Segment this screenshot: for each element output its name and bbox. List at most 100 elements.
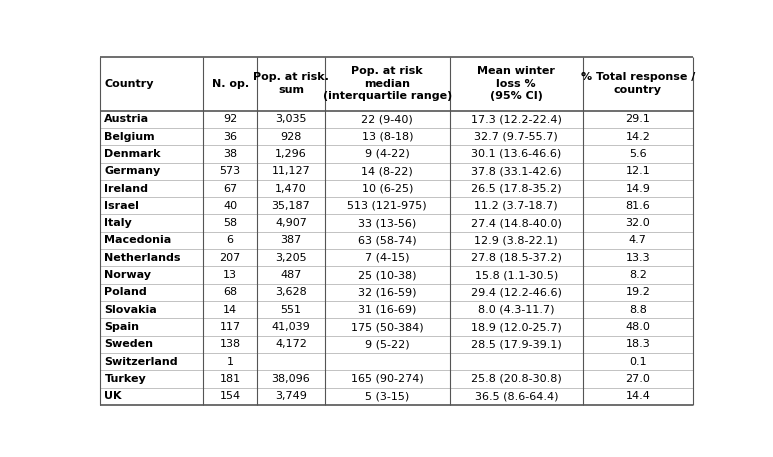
Bar	[100, 319, 203, 336]
Bar	[203, 284, 257, 301]
Text: 207: 207	[220, 253, 240, 263]
Bar	[257, 111, 325, 128]
Text: 4,172: 4,172	[275, 340, 307, 349]
Bar	[257, 284, 325, 301]
Text: Pop. at risk.
sum: Pop. at risk. sum	[253, 72, 329, 95]
Text: Turkey: Turkey	[104, 374, 146, 384]
Bar	[583, 111, 693, 128]
Bar	[583, 266, 693, 284]
Text: 32 (16-59): 32 (16-59)	[358, 287, 417, 298]
Bar	[583, 388, 693, 405]
Text: Ireland: Ireland	[104, 184, 148, 193]
Bar	[203, 319, 257, 336]
Text: Netherlands: Netherlands	[104, 253, 181, 263]
Bar	[450, 232, 583, 249]
Bar	[325, 249, 450, 266]
Text: 18.9 (12.0-25.7): 18.9 (12.0-25.7)	[471, 322, 562, 332]
Text: 7 (4-15): 7 (4-15)	[365, 253, 410, 263]
Bar	[325, 336, 450, 353]
Text: Israel: Israel	[104, 201, 139, 211]
Bar	[325, 353, 450, 370]
Text: 32.7 (9.7-55.7): 32.7 (9.7-55.7)	[475, 132, 558, 142]
Bar	[203, 128, 257, 145]
Text: 36.5 (8.6-64.4): 36.5 (8.6-64.4)	[475, 391, 558, 401]
Text: 8.0 (4.3-11.7): 8.0 (4.3-11.7)	[478, 305, 554, 315]
Text: N. op.: N. op.	[212, 79, 249, 89]
Text: 30.1 (13.6-46.6): 30.1 (13.6-46.6)	[471, 149, 561, 159]
Bar	[100, 266, 203, 284]
Bar	[203, 163, 257, 180]
Text: 11.2 (3.7-18.7): 11.2 (3.7-18.7)	[475, 201, 558, 211]
Bar	[450, 163, 583, 180]
Text: 27.0: 27.0	[625, 374, 650, 384]
Bar	[583, 163, 693, 180]
Bar	[100, 180, 203, 197]
Text: 1,296: 1,296	[275, 149, 307, 159]
Text: 0.1: 0.1	[629, 356, 647, 367]
Text: 387: 387	[281, 235, 301, 245]
Text: 36: 36	[223, 132, 237, 142]
Text: 25 (10-38): 25 (10-38)	[358, 270, 417, 280]
Bar	[450, 284, 583, 301]
Text: 38: 38	[223, 149, 237, 159]
Text: 41,039: 41,039	[271, 322, 310, 332]
Text: 154: 154	[220, 391, 240, 401]
Bar	[257, 319, 325, 336]
Text: 117: 117	[220, 322, 240, 332]
Text: 92: 92	[223, 114, 237, 124]
Text: 25.8 (20.8-30.8): 25.8 (20.8-30.8)	[471, 374, 562, 384]
Bar	[257, 145, 325, 163]
Text: 4.7: 4.7	[629, 235, 647, 245]
Bar	[203, 57, 257, 111]
Bar	[100, 232, 203, 249]
Bar	[583, 353, 693, 370]
Bar	[257, 370, 325, 388]
Bar	[325, 319, 450, 336]
Bar	[450, 111, 583, 128]
Bar	[100, 163, 203, 180]
Text: % Total response /
country: % Total response / country	[581, 72, 695, 95]
Text: 14.9: 14.9	[625, 184, 650, 193]
Bar	[450, 214, 583, 232]
Text: 1: 1	[226, 356, 233, 367]
Bar	[583, 249, 693, 266]
Text: 31 (16-69): 31 (16-69)	[358, 305, 417, 315]
Text: Belgium: Belgium	[104, 132, 155, 142]
Bar	[100, 214, 203, 232]
Bar	[203, 111, 257, 128]
Bar	[257, 266, 325, 284]
Bar	[257, 214, 325, 232]
Text: 58: 58	[223, 218, 237, 228]
Text: 3,035: 3,035	[275, 114, 307, 124]
Text: 8.2: 8.2	[629, 270, 647, 280]
Bar	[583, 301, 693, 319]
Text: Norway: Norway	[104, 270, 152, 280]
Text: 10 (6-25): 10 (6-25)	[362, 184, 413, 193]
Text: 14.4: 14.4	[625, 391, 650, 401]
Text: 81.6: 81.6	[625, 201, 650, 211]
Bar	[583, 319, 693, 336]
Text: Pop. at risk
median
(interquartile range): Pop. at risk median (interquartile range…	[322, 66, 452, 101]
Text: 5 (3-15): 5 (3-15)	[365, 391, 410, 401]
Text: 11,127: 11,127	[271, 166, 310, 176]
Bar	[257, 388, 325, 405]
Bar	[583, 370, 693, 388]
Text: 40: 40	[223, 201, 237, 211]
Bar	[325, 370, 450, 388]
Text: Spain: Spain	[104, 322, 139, 332]
Bar	[583, 145, 693, 163]
Bar	[100, 353, 203, 370]
Bar	[100, 128, 203, 145]
Bar	[203, 388, 257, 405]
Bar	[325, 163, 450, 180]
Bar	[583, 284, 693, 301]
Bar	[203, 370, 257, 388]
Bar	[450, 353, 583, 370]
Bar	[203, 266, 257, 284]
Bar	[325, 197, 450, 214]
Text: 63 (58-74): 63 (58-74)	[358, 235, 417, 245]
Bar	[100, 284, 203, 301]
Bar	[257, 163, 325, 180]
Text: 5.6: 5.6	[629, 149, 647, 159]
Bar	[100, 336, 203, 353]
